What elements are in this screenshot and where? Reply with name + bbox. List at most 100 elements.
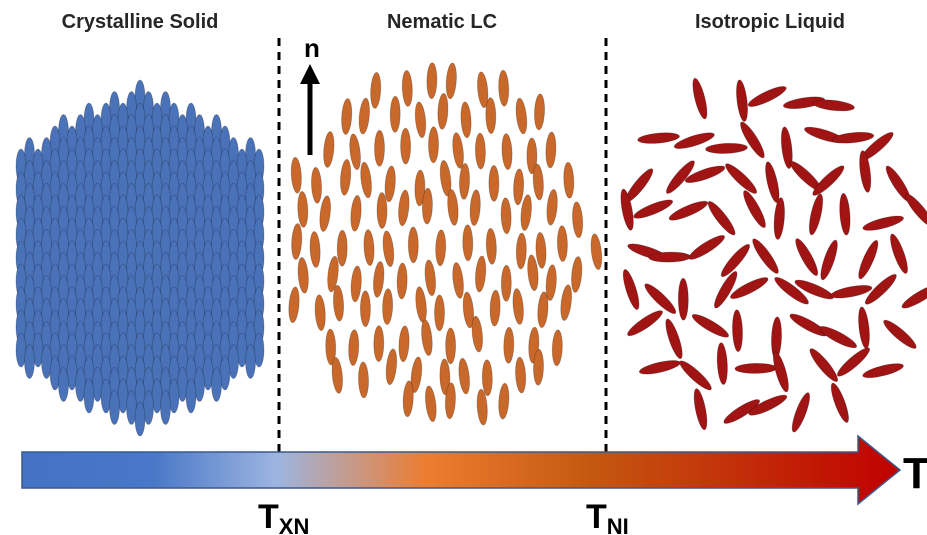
nematic-molecule [384, 166, 397, 203]
crystal-molecule [186, 379, 196, 413]
nematic-molecule [559, 284, 573, 321]
nematic-molecule [516, 233, 527, 269]
nematic-molecule [358, 98, 371, 135]
isotropic-molecule [732, 310, 743, 352]
nematic-molecule [297, 257, 310, 294]
isotropic-molecule [746, 83, 788, 110]
nematic-molecule [451, 132, 465, 169]
nematic-molecule [460, 102, 472, 139]
nematic-molecule [401, 128, 411, 164]
crystal-molecule [135, 402, 145, 436]
nematic-molecule [570, 256, 583, 293]
nematic-molecule [382, 288, 393, 324]
nematic-molecule [485, 228, 497, 264]
nematic-molecule [350, 195, 363, 232]
panel-title: Crystalline Solid [62, 11, 219, 33]
nematic-molecule [420, 319, 434, 356]
isotropic-molecule [818, 239, 841, 282]
isotropic-molecule [817, 323, 859, 351]
nematic-molecule [337, 230, 347, 266]
nematic-molecule [469, 189, 481, 226]
isotropic-molecule [788, 311, 830, 340]
isotropic-molecule [763, 161, 782, 204]
isotropic-molecule [705, 199, 739, 238]
nematic-molecule [398, 326, 410, 362]
nematic-molecule [424, 385, 438, 422]
isotropic-molecule [678, 278, 688, 320]
nematic-molecule [457, 358, 471, 395]
nematic-molecule [534, 94, 545, 130]
isotropic-molecule [838, 193, 851, 236]
nematic-molecule [318, 195, 332, 232]
nematic-molecule [557, 225, 568, 261]
isotropic-molecule [887, 232, 911, 275]
nematic-molecule [332, 285, 344, 322]
nematic-molecule [498, 383, 510, 420]
nematic-molecule [358, 362, 369, 398]
nematic-molecule [288, 286, 301, 323]
nematic-molecule [501, 133, 513, 169]
nematic-molecule [390, 96, 400, 132]
nematic-molecule [291, 223, 303, 260]
isotropic-molecule [740, 188, 769, 230]
nematic-molecule [475, 133, 486, 169]
molecules [16, 63, 927, 436]
isotropic-molecule [770, 350, 791, 393]
isotropic-molecule [625, 307, 665, 339]
nematic-molecule [474, 256, 487, 293]
nematic-molecule [309, 231, 321, 267]
nematic-molecule [374, 326, 384, 362]
nematic-molecule [471, 316, 484, 353]
nematic-molecule [397, 190, 410, 227]
isotropic-molecule [705, 143, 747, 155]
isotropic-molecule [691, 388, 709, 431]
isotropic-molecule [686, 232, 727, 263]
nematic-molecule [408, 227, 418, 263]
nematic-molecule [311, 167, 323, 203]
director-arrowhead [300, 64, 320, 84]
nematic-molecule [350, 266, 362, 303]
nematic-molecule [414, 286, 428, 323]
isotropic-molecule [900, 282, 927, 312]
isotropic-molecule [632, 197, 675, 222]
nematic-molecule [445, 63, 457, 100]
nematic-molecule [451, 262, 465, 299]
crystal-molecule [25, 345, 35, 379]
label-sub: NI [607, 514, 629, 535]
nematic-molecule [424, 259, 438, 296]
isotropic-molecule [792, 236, 821, 278]
nematic-molecule [489, 165, 499, 201]
isotropic-molecule [812, 98, 855, 113]
nematic-molecule [589, 233, 603, 270]
nematic-molecule [377, 192, 387, 228]
nematic-molecule [512, 288, 525, 325]
nematic-molecule [500, 198, 511, 234]
isotropic-molecule [620, 268, 642, 311]
nematic-molecule [532, 164, 544, 201]
nematic-molecule [414, 101, 427, 138]
isotropic-molecule [638, 358, 681, 377]
isotropic-molecule [735, 79, 750, 122]
nematic-molecule [463, 225, 474, 261]
director-label: n [304, 33, 320, 63]
isotropic-molecule [716, 342, 728, 385]
nematic-molecule [545, 132, 556, 168]
nematic-molecule [482, 360, 493, 396]
isotropic-molecule [807, 193, 826, 236]
transition-label: TXN [258, 498, 309, 535]
crystal-molecule [161, 391, 171, 425]
nematic-molecule [571, 202, 583, 239]
nematic-molecule [435, 295, 445, 331]
nematic-molecule [563, 162, 575, 198]
diagram: n Crystalline Solid Nematic LC Isotropic… [0, 0, 927, 535]
isotropic-molecule [690, 77, 710, 120]
nematic-molecule [485, 98, 496, 134]
crystal-molecule [59, 368, 69, 402]
isotropic-molecule [789, 391, 813, 434]
isotropic-molecule [735, 363, 777, 374]
nematic-molecule [435, 230, 446, 266]
nematic-molecule [537, 291, 549, 328]
label-sub: XN [279, 514, 310, 535]
nematic-molecule [446, 189, 459, 226]
crystal-molecule [212, 368, 222, 402]
